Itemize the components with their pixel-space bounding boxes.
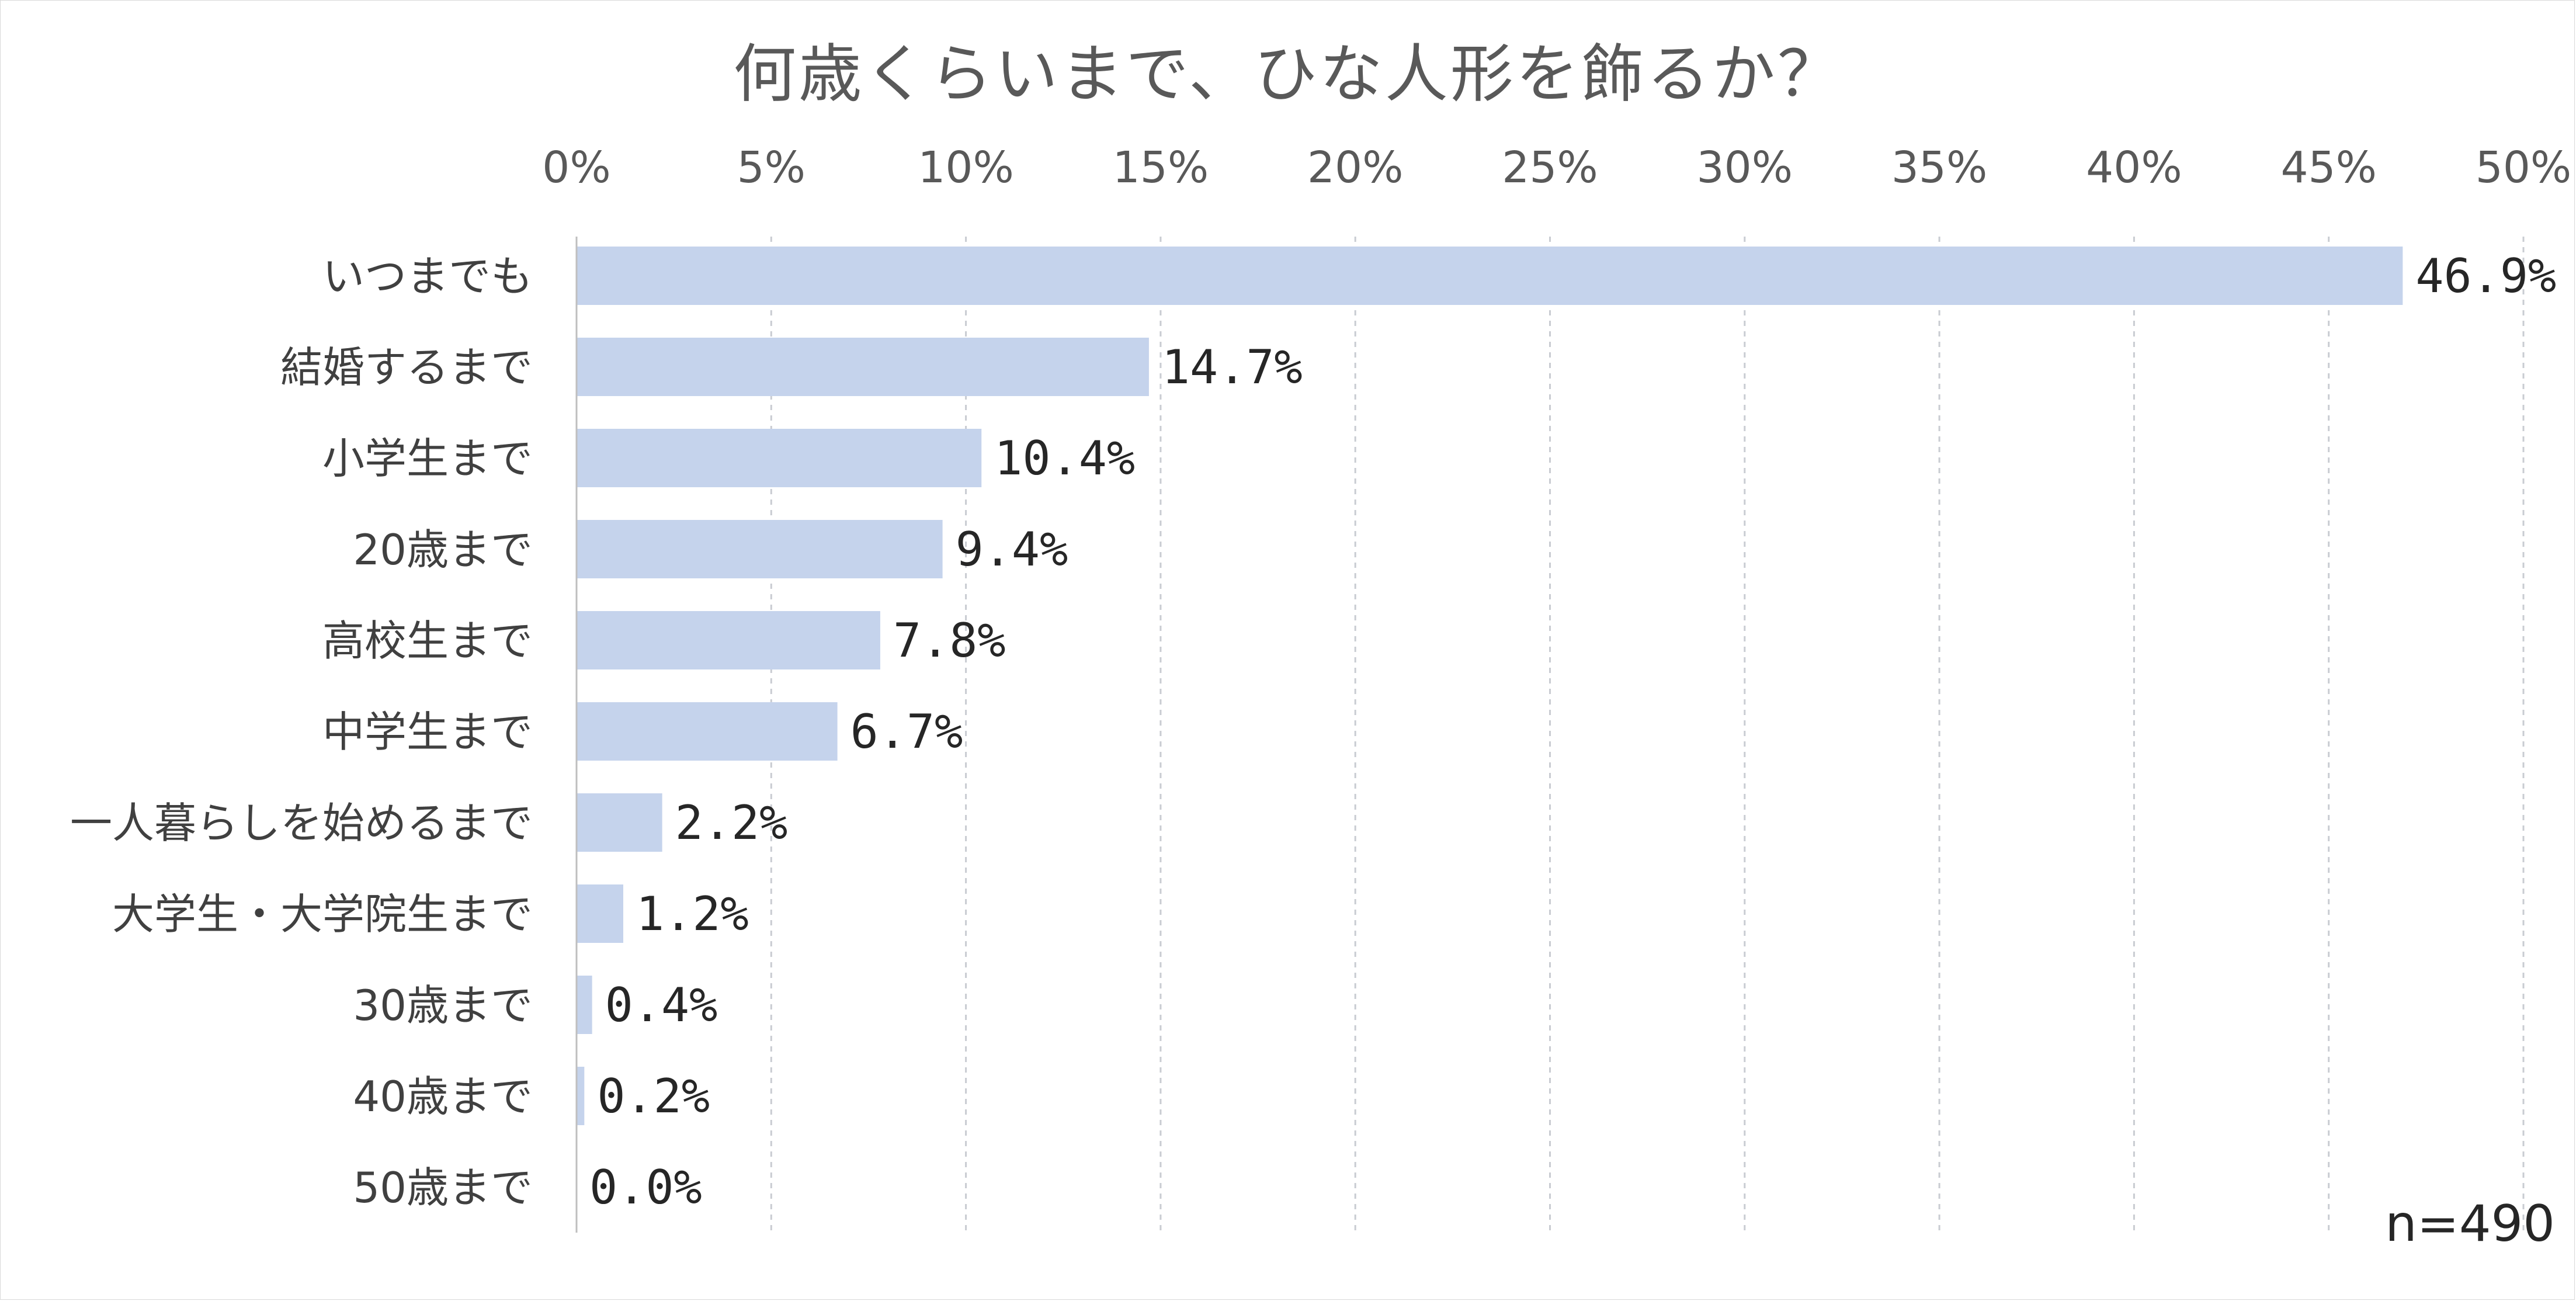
x-tick-label: 40% bbox=[2086, 143, 2182, 193]
category-label: 40歳まで bbox=[353, 1072, 533, 1121]
x-tick-label: 30% bbox=[1697, 143, 1793, 193]
x-tick-label: 20% bbox=[1307, 143, 1403, 193]
bar bbox=[577, 976, 592, 1034]
x-tick-label: 15% bbox=[1113, 143, 1209, 193]
value-label: 7.8% bbox=[893, 613, 1006, 668]
x-tick-label: 25% bbox=[1502, 143, 1598, 193]
value-label: 10.4% bbox=[994, 431, 1135, 485]
x-tick-labels: 0% 5% 10% 15% 20% 25% 30% 35% 40% 45% 50% bbox=[542, 143, 2571, 193]
bar bbox=[577, 793, 662, 852]
value-label: 0.0% bbox=[589, 1160, 702, 1215]
value-label: 46.9% bbox=[2415, 249, 2556, 303]
category-label: 高校生まで bbox=[322, 616, 533, 665]
bar bbox=[577, 884, 623, 943]
value-label: 6.7% bbox=[850, 705, 963, 759]
bar bbox=[577, 520, 943, 578]
category-label: 中学生まで bbox=[322, 707, 533, 757]
value-label: 0.2% bbox=[597, 1069, 710, 1123]
x-tick-label: 5% bbox=[737, 143, 806, 193]
bars bbox=[577, 247, 2403, 1125]
category-label: 結婚するまで bbox=[280, 343, 533, 392]
bar bbox=[577, 338, 1149, 396]
value-label: 1.2% bbox=[636, 887, 749, 941]
category-label: 小学生まで bbox=[322, 434, 533, 483]
value-labels: 46.9% 14.7% 10.4% 9.4% 7.8% 6.7% 2.2% 1.2% 0.4% 0… bbox=[589, 249, 2556, 1215]
category-label: 20歳まで bbox=[353, 525, 533, 574]
category-label: 一人暮らしを始めるまで bbox=[70, 799, 533, 848]
chart-title: 何歳くらいまで、ひな人形を飾るか？ bbox=[733, 38, 1843, 111]
bar bbox=[577, 429, 982, 487]
x-tick-label: 0% bbox=[542, 143, 610, 193]
sample-size-label: n=490 bbox=[2385, 1195, 2555, 1253]
bar bbox=[577, 1067, 585, 1125]
category-label: 大学生・大学院生まで bbox=[112, 890, 533, 939]
bar bbox=[577, 702, 838, 761]
value-label: 2.2% bbox=[675, 796, 788, 850]
category-label: 50歳まで bbox=[353, 1163, 533, 1212]
x-tick-label: 35% bbox=[1891, 143, 1987, 193]
x-tick-label: 50% bbox=[2476, 143, 2571, 193]
value-label: 9.4% bbox=[956, 522, 1068, 577]
category-label: いつまでも bbox=[322, 252, 533, 301]
value-label: 14.7% bbox=[1162, 340, 1303, 394]
x-tick-label: 45% bbox=[2280, 143, 2376, 193]
bar bbox=[577, 611, 880, 669]
category-label: 30歳まで bbox=[353, 981, 533, 1030]
value-label: 0.4% bbox=[605, 978, 718, 1032]
bar bbox=[577, 247, 2403, 305]
x-tick-label: 10% bbox=[918, 143, 1013, 193]
